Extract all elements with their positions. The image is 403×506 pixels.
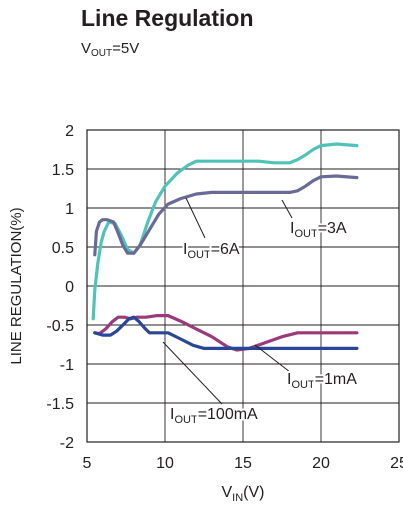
x-axis-title: VIN(V) [222, 484, 265, 504]
series-line-iout-1ma [93, 314, 359, 352]
tick-layer: 2 1.5 1 0.5 0 -0.5 -1 -1.5 -2 5 10 15 20 25 [46, 123, 403, 472]
y-tick-label: -1.5 [46, 396, 74, 413]
x-tick-label: 25 [390, 455, 403, 472]
y-tick-label: -0.5 [46, 318, 74, 335]
axis-title-layer: VIN(V) LINE REGULATION(%) [8, 207, 265, 504]
leader-line-iout-100ma [162, 341, 223, 405]
series-label-iout-3a-sub: OUT [294, 228, 318, 240]
leader-line-iout-6a [185, 197, 206, 239]
y-tick-label: 0 [65, 279, 74, 296]
y-tick-label: 1 [65, 201, 74, 218]
series-label-iout-3a-rest: =3A [318, 220, 347, 237]
grid-layer [87, 130, 399, 442]
x-tick-label: 15 [234, 455, 252, 472]
series-label-iout-100ma: IOUT=100mA [170, 406, 258, 426]
subtitle-sub: OUT [91, 48, 113, 59]
series-layer [91, 142, 359, 352]
x-axis-title-sub: IN [232, 492, 243, 504]
subtitle-base: V [81, 40, 92, 57]
x-tick-label: 10 [156, 455, 174, 472]
series-line-iout-3a [93, 174, 359, 257]
y-axis-title: LINE REGULATION(%) [8, 207, 25, 364]
series-line-iout-6a [91, 142, 359, 321]
series-label-iout-6a-sub: OUT [187, 249, 211, 261]
x-axis-title-rest: (V) [243, 484, 264, 501]
series-label-iout-100ma-base: I [170, 406, 174, 423]
y-tick-label: -2 [60, 435, 74, 452]
series-label-iout-100ma-rest: =100mA [198, 406, 258, 423]
series-label-iout-1ma-sub: OUT [291, 379, 315, 391]
subtitle-rest: =5V [112, 40, 140, 57]
leader-line-iout-3a [281, 199, 293, 219]
x-axis-title-base: V [222, 484, 233, 501]
x-tick-label: 5 [83, 455, 92, 472]
chart-subtitle: VOUT=5V [81, 40, 140, 59]
x-tick-label: 20 [312, 455, 330, 472]
series-line-iout-100ma [93, 315, 359, 350]
series-label-iout-1ma: IOUT=1mA [287, 371, 357, 391]
series-label-iout-3a-base: I [290, 220, 294, 237]
series-label-iout-6a-rest: =6A [211, 241, 240, 258]
series-label-iout-1ma-rest: =1mA [315, 371, 358, 388]
y-tick-label: 0.5 [52, 240, 74, 257]
series-label-iout-1ma-base: I [287, 371, 291, 388]
plot-frame [86, 129, 400, 443]
series-label-iout-3a: IOUT=3A [290, 220, 347, 240]
page-title: Line Regulation [81, 5, 254, 31]
y-tick-label: -1 [60, 357, 74, 374]
leader-line-iout-1ma [254, 344, 291, 373]
series-label-iout-100ma-sub: OUT [174, 414, 198, 426]
y-tick-label: 2 [65, 123, 74, 140]
series-label-iout-6a: IOUT=6A [183, 241, 240, 261]
series-label-iout-6a-base: I [183, 241, 187, 258]
y-tick-label: 1.5 [52, 162, 74, 179]
